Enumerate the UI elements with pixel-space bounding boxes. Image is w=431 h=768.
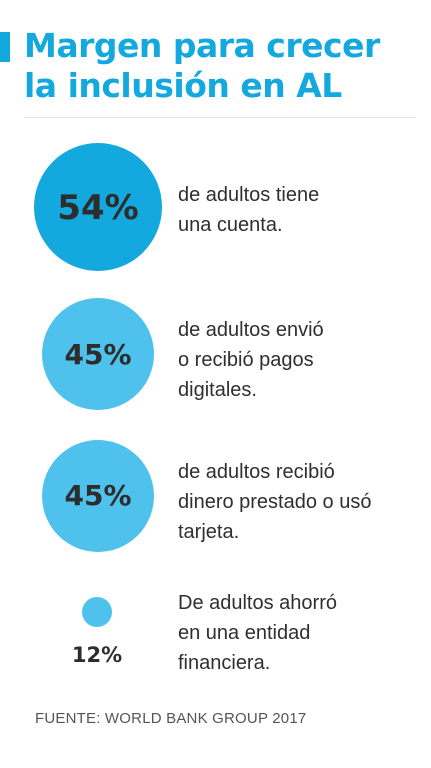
- stat-description-credit: de adultos recibió dinero prestado o usó…: [178, 457, 418, 547]
- stat-circle-credit: [42, 440, 154, 552]
- stat-description-line: una cuenta.: [178, 214, 283, 236]
- stat-value-savings: 12%: [71, 643, 123, 667]
- stat-description-accounts: de adultos tiene una cuenta.: [178, 180, 418, 240]
- stat-circle-savings: [82, 597, 112, 627]
- stat-circle-digital-payments: [42, 298, 154, 410]
- stat-description-line: De adultos ahorró: [178, 592, 337, 614]
- stat-description-line: financiera.: [178, 652, 271, 674]
- stat-circle-accounts: [34, 143, 162, 271]
- stat-value-digital-payments: 45%: [64, 338, 132, 371]
- stat-description-line: de adultos tiene: [178, 184, 320, 206]
- stat-description-line: tarjeta.: [178, 521, 240, 543]
- title-line-2: la inclusión en AL: [24, 66, 342, 105]
- stat-description-line: o recibió pagos: [178, 349, 314, 371]
- title-divider: [24, 117, 416, 118]
- stat-description-digital-payments: de adultos envió o recibió pagos digital…: [178, 315, 418, 405]
- page-title: Margen para crecer la inclusión en AL: [24, 26, 424, 106]
- title-accent-bar: [0, 32, 10, 62]
- title-line-1: Margen para crecer: [24, 26, 380, 65]
- source-note: FUENTE: WORLD BANK GROUP 2017: [35, 710, 307, 727]
- stat-description-line: en una entidad: [178, 622, 311, 644]
- stat-description-line: dinero prestado o usó: [178, 491, 372, 513]
- stat-value-credit: 45%: [64, 479, 132, 512]
- stat-description-savings: De adultos ahorró en una entidad financi…: [178, 588, 418, 678]
- stat-value-accounts: 54%: [57, 188, 139, 228]
- stat-description-line: de adultos recibió: [178, 461, 335, 483]
- stat-description-line: digitales.: [178, 379, 257, 401]
- stat-description-line: de adultos envió: [178, 319, 324, 341]
